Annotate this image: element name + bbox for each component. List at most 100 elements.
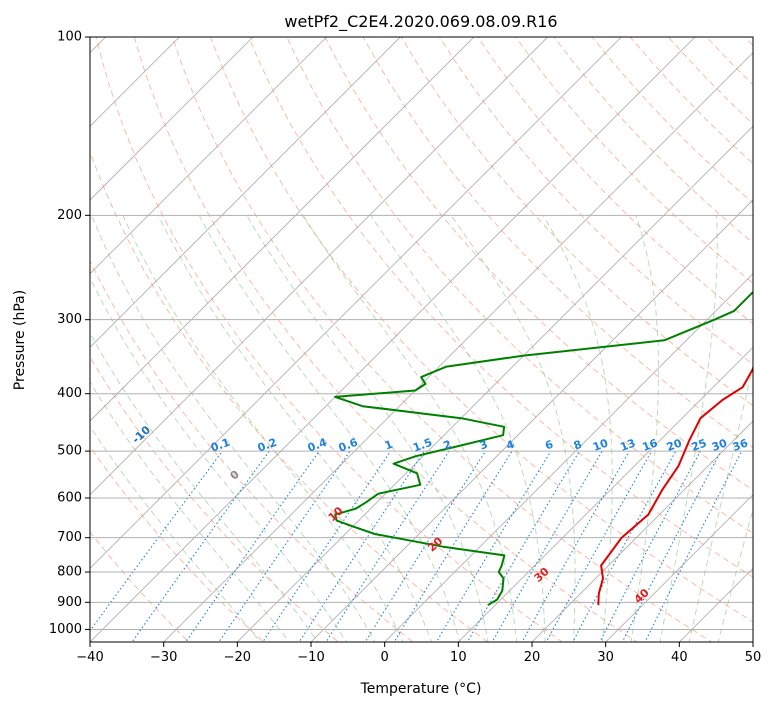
dry-adiabat-line: [133, 37, 638, 642]
isotherm-line: [457, 346, 753, 642]
profiles: [334, 290, 753, 607]
dry-adiabat-label: 0: [228, 468, 243, 483]
dry-adiabat-line: [515, 37, 753, 284]
mixing-ratio-label: 25: [690, 436, 709, 453]
mixing-ratio-label: 4: [504, 438, 516, 453]
moist-adiabat-line: [90, 276, 347, 642]
mixing-ratio-label: 16: [641, 436, 660, 454]
dry-adiabat-label: 10: [326, 504, 346, 524]
y-tick-label: 600: [57, 491, 82, 506]
moist-adiabat-line: [542, 215, 613, 642]
x-tick-label: −40: [76, 650, 103, 665]
y-tick-label: 1000: [49, 622, 82, 637]
moist-adiabat-line: [450, 215, 576, 642]
dry-adiabat-label: 30: [532, 565, 552, 585]
mixing-ratio-line: [545, 450, 653, 642]
dry-adiabat-line: [248, 37, 753, 578]
y-tick-label: 700: [57, 530, 82, 545]
x-axis: −40 −30 −20 −10 0 10 20 30 40 50: [76, 642, 761, 665]
y-tick-label: 300: [57, 312, 82, 327]
dry-adiabat-line: [210, 37, 753, 623]
pressure-gridlines: [90, 37, 753, 630]
temperature-line: [597, 365, 753, 606]
moist-adiabat-line: [198, 215, 461, 642]
isotherm-line: [90, 37, 475, 422]
mixing-ratio-label: 0.4: [306, 436, 329, 455]
dry-adiabat-line: [629, 37, 753, 165]
x-tick-label: −30: [150, 650, 177, 665]
x-tick-label: 30: [597, 650, 614, 665]
mixing-ratio-line: [90, 450, 223, 632]
moist-adiabat-line: [157, 215, 432, 642]
dry-adiabat-line: [744, 37, 753, 47]
dry-adiabat-line: [90, 445, 265, 642]
mixing-ratio-label: 0.2: [256, 436, 279, 455]
dry-adiabat-line: [324, 37, 753, 491]
mixing-ratio-line: [262, 450, 392, 642]
x-tick-label: 10: [450, 650, 467, 665]
dry-adiabat-line: [591, 37, 753, 204]
plot-frame: [89, 36, 754, 643]
moist-adiabat-line: [90, 381, 290, 642]
x-tick-label: −20: [224, 650, 251, 665]
dry-adiabat-line: [705, 37, 753, 86]
mixing-ratio-label: 1.5: [411, 436, 434, 455]
isotherm-line: [90, 37, 328, 275]
x-tick-label: 40: [671, 650, 688, 665]
mixing-ratio-line: [325, 450, 450, 642]
isotherm-line: [0, 10, 59, 654]
y-tick-label: 900: [57, 595, 82, 610]
y-tick-label: 200: [57, 208, 82, 223]
dry-adiabat-line: [90, 356, 339, 642]
dry-adiabat-label: -10: [130, 423, 154, 446]
isotherm-line: [605, 494, 753, 642]
isotherm-line: [531, 420, 753, 642]
y-axis: 100 200 300 400 500 600 700 800 900 1000: [49, 30, 90, 637]
moist-adiabat-line: [659, 215, 718, 642]
y-tick-label: 100: [57, 30, 82, 45]
mixing-ratio-line: [491, 450, 603, 642]
moist-adiabat-line: [370, 215, 546, 642]
isotherm-line: [384, 273, 753, 642]
isotherm-line: [90, 37, 696, 642]
x-tick-label: 0: [381, 650, 389, 665]
dry-adiabat-line: [400, 37, 753, 407]
mixing-ratio-label: 0.6: [337, 436, 360, 455]
mixing-ratio-line: [131, 450, 270, 642]
x-axis-label: Temperature (°C): [360, 681, 482, 697]
mixing-ratio-label: 13: [618, 436, 637, 453]
y-tick-label: 500: [57, 444, 82, 459]
isotherm-line: [90, 37, 180, 127]
dry-adiabat-line: [90, 150, 489, 642]
mixing-ratio-label: 8: [572, 438, 584, 453]
dry-adiabat-line: [286, 37, 753, 534]
mixing-ratio-label: 1: [383, 438, 395, 453]
dewpoint-line: [334, 290, 753, 607]
moist-adiabat-line: [302, 215, 517, 642]
chart-title: wetPf2_C2E4.2020.069.08.09.R16: [284, 12, 557, 32]
y-tick-label: 800: [57, 565, 82, 580]
x-tick-label: 50: [745, 650, 762, 665]
background-lines: [0, 10, 753, 654]
isotherm-line: [90, 37, 401, 348]
moist-adiabat-line: [90, 332, 319, 642]
isotherm-line: [163, 52, 753, 642]
mixing-ratio-label: 6: [543, 438, 555, 453]
mixing-ratio-label: 3: [478, 438, 490, 453]
y-tick-label: 400: [57, 386, 82, 401]
moist-adiabat-line: [246, 215, 489, 642]
mixing-ratio-line: [298, 450, 425, 642]
dry-adiabat-line: [362, 37, 753, 449]
dry-adiabat-line: [171, 37, 713, 642]
mixing-ratio-line: [185, 450, 320, 642]
moist-adiabat-line: [122, 215, 404, 642]
mixing-ratio-label: 36: [731, 436, 750, 454]
dry-adiabat-line: [438, 37, 753, 365]
mixing-ratio-line: [393, 450, 513, 642]
isotherm-line: [236, 125, 753, 642]
mixing-ratio-label: 2: [442, 438, 454, 453]
x-tick-label: −10: [297, 650, 324, 665]
isotherm-line: [90, 37, 254, 201]
dry-adiabat-line: [90, 531, 190, 642]
mixing-ratio-label: 10: [591, 436, 610, 454]
